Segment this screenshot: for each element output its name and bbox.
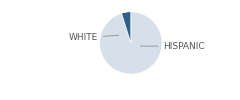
Text: HISPANIC: HISPANIC — [140, 42, 205, 51]
Wedge shape — [121, 12, 131, 43]
Wedge shape — [100, 12, 162, 74]
Text: WHITE: WHITE — [69, 33, 119, 42]
